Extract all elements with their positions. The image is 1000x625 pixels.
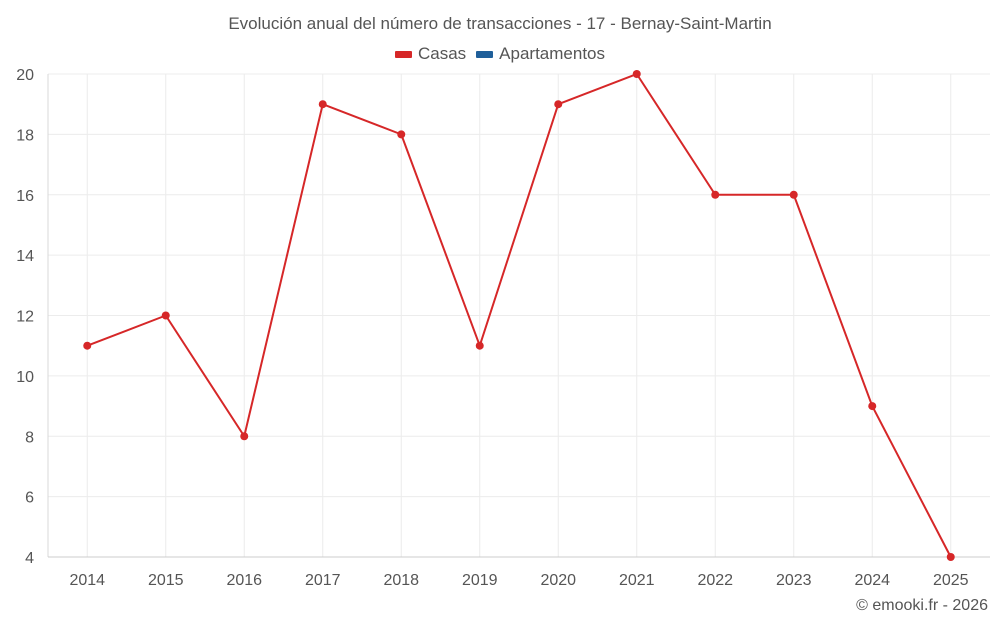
chart-title: Evolución anual del número de transaccio… (228, 14, 772, 33)
x-tick-label: 2022 (697, 572, 733, 589)
data-point (397, 130, 406, 139)
legend: Casas Apartamentos (0, 44, 1000, 64)
data-point (161, 311, 170, 320)
x-tick-label: 2019 (462, 572, 498, 589)
series-line-casas (86, 73, 952, 558)
y-tick-label: 16 (16, 188, 34, 205)
y-tick-label: 18 (16, 127, 34, 144)
x-tick-label: 2021 (619, 572, 655, 589)
data-point (868, 402, 877, 411)
x-tick-label: 2018 (383, 572, 419, 589)
x-tick-label: 2025 (933, 572, 969, 589)
data-point (946, 553, 955, 561)
data-point (711, 190, 720, 199)
data-point (240, 432, 249, 441)
legend-label-casas: Casas (417, 44, 467, 63)
x-tick-label: 2024 (854, 572, 890, 589)
x-tick-label: 2020 (540, 572, 576, 589)
data-point (554, 100, 563, 109)
legend-swatch-apartamentos (476, 50, 494, 58)
y-tick-label: 10 (16, 369, 34, 386)
data-point (475, 341, 484, 350)
x-tick-label: 2017 (305, 572, 341, 589)
y-tick-label: 20 (16, 67, 34, 84)
y-tick-label: 8 (25, 429, 34, 446)
credit-text: © emooki.fr - 2026 (856, 597, 988, 614)
x-tick-label: 2016 (226, 572, 262, 589)
x-tick-label: 2023 (776, 572, 812, 589)
y-tick-label: 14 (16, 248, 34, 265)
legend-item-casas[interactable]: Casas (394, 44, 467, 64)
data-point (318, 100, 327, 109)
legend-label-apartamentos: Apartamentos (499, 44, 606, 63)
y-tick-label: 12 (16, 309, 34, 326)
legend-swatch-casas (394, 50, 412, 58)
data-point (789, 190, 798, 199)
data-point (83, 341, 92, 350)
legend-item-apartamentos[interactable]: Apartamentos (476, 44, 605, 64)
x-tick-label: 2014 (69, 572, 105, 589)
y-tick-label: 4 (25, 550, 34, 567)
x-tick-label: 2015 (148, 572, 184, 589)
data-point (632, 70, 641, 78)
y-tick-label: 6 (25, 490, 34, 507)
